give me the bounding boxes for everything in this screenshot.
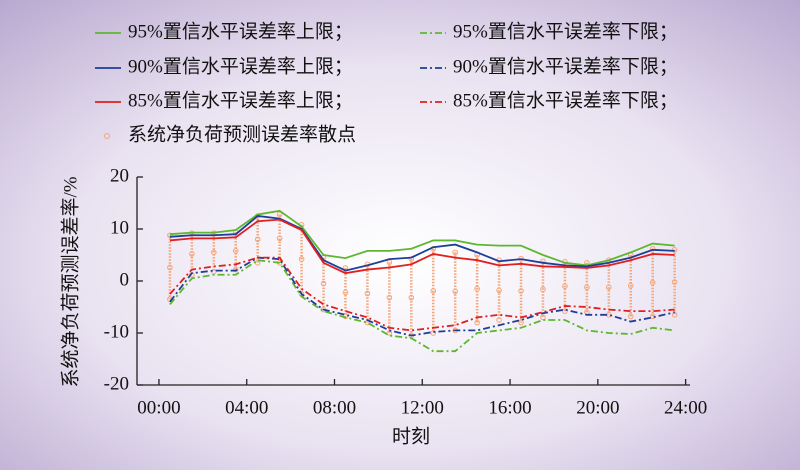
scatter-point	[364, 290, 371, 297]
x-tick-label: 00:00	[137, 397, 180, 418]
line-series	[169, 218, 675, 275]
line-series	[169, 256, 675, 332]
y-axis-label: 系统净负荷预测误差率/%	[59, 176, 81, 387]
scatter-point	[606, 284, 612, 291]
legend-label: 85%置信水平误差率下限；	[453, 89, 678, 111]
scatter-point	[430, 330, 437, 336]
legend-label: 90%置信水平误差率下限；	[453, 55, 678, 77]
scatter-point	[562, 308, 568, 314]
line-series	[169, 259, 675, 353]
line-series	[169, 256, 675, 337]
scatter-point	[430, 288, 437, 294]
scatter-point	[540, 286, 546, 293]
x-tick-label: 12:00	[401, 397, 444, 418]
scatter-point	[540, 314, 546, 321]
legend-label: 90%置信水平误差率上限；	[128, 55, 353, 77]
legend-label: 95%置信水平误差率上限；	[128, 20, 353, 42]
line-series	[169, 215, 675, 272]
scatter-point	[276, 235, 283, 242]
x-tick-label: 24:00	[664, 397, 707, 418]
scatter-point	[320, 280, 327, 287]
scatter-point	[232, 266, 239, 273]
scatter-point	[298, 256, 305, 262]
legend-marker	[104, 133, 110, 139]
x-tick-label: 16:00	[488, 397, 531, 418]
scatter-point	[649, 279, 656, 286]
scatter-point	[562, 283, 568, 290]
x-tick-label: 20:00	[576, 397, 619, 418]
scatter-point	[452, 288, 458, 295]
y-tick-label: 20	[110, 165, 129, 186]
scatter-point	[671, 247, 678, 253]
legend-label: 85%置信水平误差率上限；	[128, 89, 353, 111]
scatter-point	[496, 317, 502, 323]
scatter-point	[232, 248, 239, 254]
scatter-point	[627, 282, 634, 289]
scatter-point	[408, 294, 415, 301]
y-tick-label: -20	[104, 373, 129, 394]
line-series	[169, 209, 675, 267]
y-tick-label: -10	[104, 321, 129, 342]
scatter-point	[254, 236, 261, 243]
scatter-point	[342, 289, 349, 296]
scatter-point	[474, 319, 480, 326]
scatter-point	[584, 284, 590, 291]
scatter-point	[671, 279, 678, 285]
legend-label: 95%置信水平误差率下限；	[453, 20, 678, 42]
scatter-point	[276, 211, 283, 218]
scatter-point	[496, 287, 502, 294]
scatter-point	[167, 264, 173, 271]
legend-label: 系统净负荷预测误差率散点	[128, 123, 356, 145]
x-tick-label: 04:00	[225, 397, 268, 418]
scatter-point	[167, 232, 173, 239]
y-tick-label: 10	[110, 217, 129, 238]
scatter-point	[211, 249, 217, 256]
scatter-point	[189, 251, 195, 257]
x-axis-label: 时刻	[392, 425, 430, 447]
scatter-point	[518, 288, 524, 294]
scatter-point	[452, 249, 458, 256]
y-tick-label: 0	[120, 269, 130, 290]
scatter-point	[627, 313, 634, 320]
scatter-point	[649, 245, 656, 252]
x-tick-label: 08:00	[313, 397, 356, 418]
scatter-point	[518, 319, 524, 326]
scatter-point	[386, 294, 393, 301]
scatter-point	[474, 286, 480, 292]
